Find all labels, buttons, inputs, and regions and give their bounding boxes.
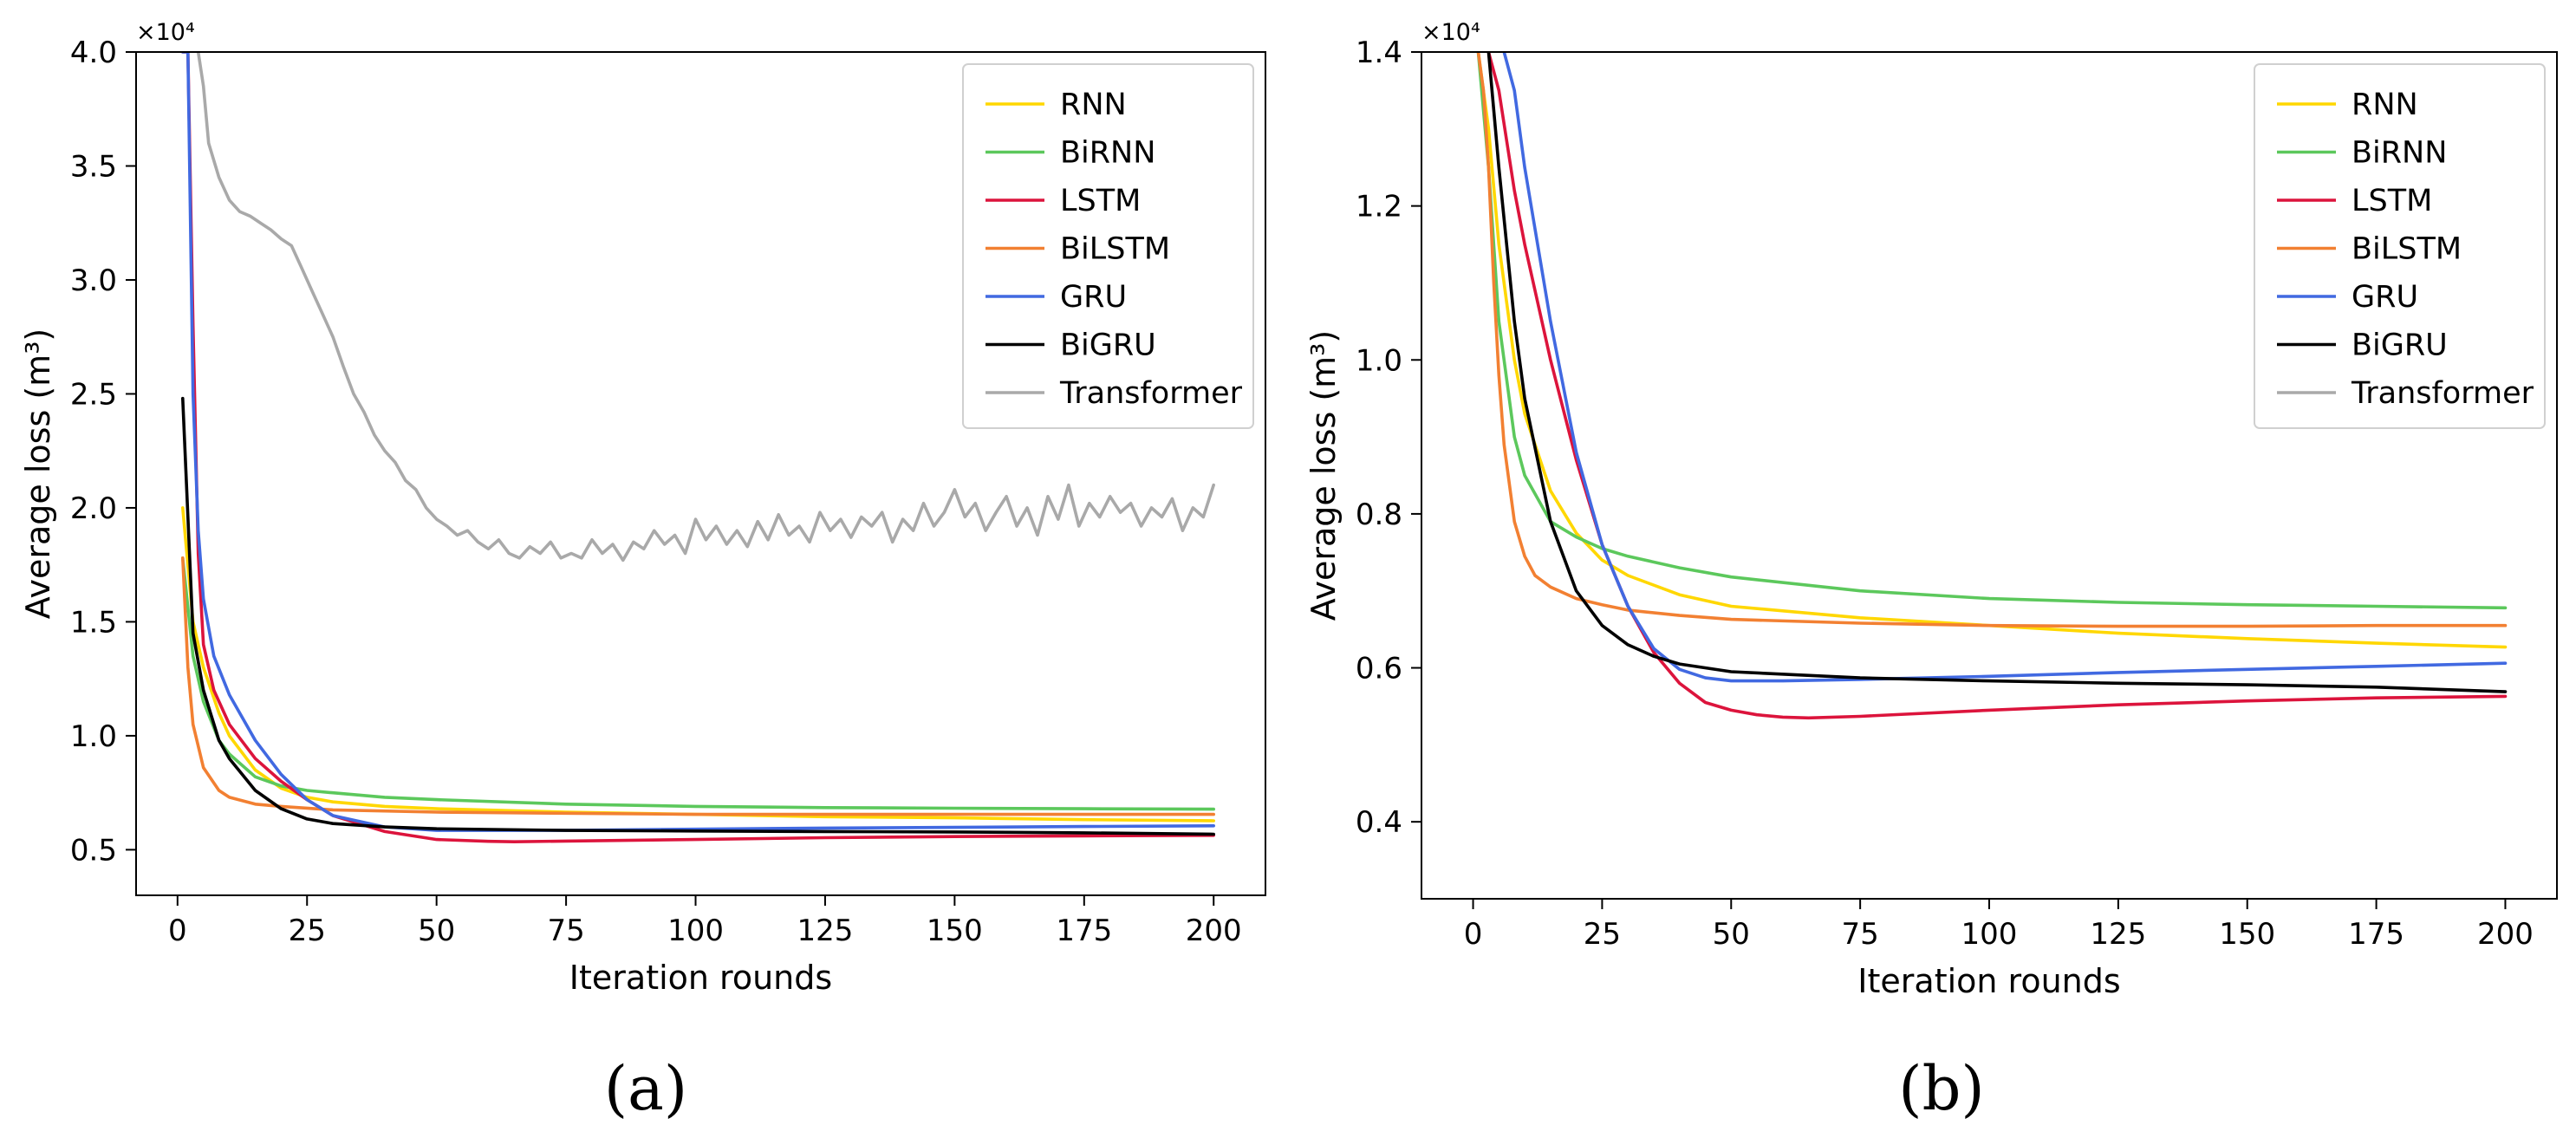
panel-a-series-bigru xyxy=(181,396,1215,836)
panel-b-y-tick-label: 1.0 xyxy=(1356,343,1402,378)
panel-b-label: (b) xyxy=(1898,1053,1984,1124)
panel-b-x-tick-label: 125 xyxy=(2090,917,2146,952)
panel-a-x-tick-label: 100 xyxy=(667,914,724,948)
panel-a-x-axis-label: Iteration rounds xyxy=(569,959,832,997)
panel-b-chart: 0 25 50 75 100 125 150 175 200 0.4 0.6 0.8 1.0 1.2 1.4… xyxy=(1304,19,2558,1124)
panel-a-x-tick-label: 75 xyxy=(547,914,584,948)
panel-a-y-multiplier: ×10⁴ xyxy=(136,19,195,46)
panel-a-y-tick-label: 1.5 xyxy=(70,605,117,640)
panel-a-legend-label-birnn: BiRNN xyxy=(1060,136,1155,171)
panel-b-y-tick-label: 0.4 xyxy=(1356,805,1402,840)
panel-b-y-tick-label: 1.2 xyxy=(1356,190,1402,224)
panel-a-y-tick-label: 2.0 xyxy=(70,491,117,526)
panel-a-x-tick-label: 25 xyxy=(289,914,326,948)
panel-a-legend-label-lstm: LSTM xyxy=(1060,184,1141,218)
panel-a-x-tick-label: 175 xyxy=(1056,914,1112,948)
panel-a-plot-frame xyxy=(135,51,1266,896)
panel-b-y-tick-label: 0.8 xyxy=(1356,497,1402,532)
panel-b-legend-label-transformer: Transformer xyxy=(2351,376,2534,411)
panel-b-legend: RNN BiRNN LSTM BiLSTM GRU BiGRU Transformer xyxy=(2254,63,2546,429)
panel-a-legend: RNN BiRNN LSTM BiLSTM GRU BiGRU Transformer xyxy=(962,63,1254,429)
panel-a-x-tick-label: 200 xyxy=(1186,914,1242,948)
panel-b-x-tick-label: 25 xyxy=(1584,917,1621,952)
panel-a-series-group xyxy=(181,52,1215,844)
panel-b-y-tick-label: 0.6 xyxy=(1356,652,1402,686)
panel-b-legend-label-gru: GRU xyxy=(2352,280,2418,315)
panel-a-y-tick-label: 3.5 xyxy=(70,149,117,184)
panel-b-x-tick-label: 200 xyxy=(2477,917,2534,952)
panel-b-series-bilstm xyxy=(1476,52,2508,628)
panel-a-x-tick-label: 50 xyxy=(418,914,455,948)
panel-a-y-tick-label: 4.0 xyxy=(70,36,117,70)
panel-b-series-gru xyxy=(1502,52,2508,683)
panel-b-y-multiplier: ×10⁴ xyxy=(1421,19,1480,46)
panel-a-label: (a) xyxy=(604,1053,687,1124)
panel-b-series-group xyxy=(1476,52,2508,720)
panel-b-x-tick-label: 0 xyxy=(1464,917,1483,952)
panel-a-legend-label-gru: GRU xyxy=(1060,280,1127,315)
panel-a-y-tick-label: 0.5 xyxy=(70,833,117,868)
panel-a-legend-label-transformer: Transformer xyxy=(1059,376,1243,411)
panel-a-y-tick-label: 3.0 xyxy=(70,263,117,298)
panel-a-series-gru xyxy=(181,52,1215,832)
panel-a-y-axis-label: Average loss (m³) xyxy=(19,328,57,620)
panel-b-x-axis-label: Iteration rounds xyxy=(1857,962,2120,1000)
panel-b-x-tick-label: 100 xyxy=(1961,917,2018,952)
panel-a-legend-label-bigru: BiGRU xyxy=(1060,328,1156,363)
panel-b-x-tick-label: 175 xyxy=(2348,917,2404,952)
panel-b-legend-label-lstm: LSTM xyxy=(2352,184,2432,218)
panel-b-legend-label-bigru: BiGRU xyxy=(2352,328,2448,363)
panel-b-legend-box xyxy=(2254,63,2546,429)
panel-a-series-transformer xyxy=(196,52,1215,562)
panel-b-series-birnn xyxy=(1476,52,2508,610)
panel-b-series-lstm xyxy=(1486,52,2508,720)
panel-a-y-tick-label: 2.5 xyxy=(70,377,117,412)
panel-b-series-bigru xyxy=(1486,52,2508,693)
panel-a-x-tick-label: 125 xyxy=(797,914,853,948)
panel-a-legend-label-rnn: RNN xyxy=(1060,88,1127,122)
panel-b-y-axis-label: Average loss (m³) xyxy=(1304,330,1343,621)
panel-a-x-tick-label: 0 xyxy=(168,914,187,948)
panel-b-x-tick-label: 50 xyxy=(1713,917,1750,952)
panel-a-legend-label-bilstm: BiLSTM xyxy=(1060,232,1170,267)
panel-a-y-tick-label: 1.0 xyxy=(70,719,117,754)
panel-b-legend-label-bilstm: BiLSTM xyxy=(2352,232,2462,267)
panel-a-chart: 0 25 50 75 100 125 150 175 200 0.5 1.0 1.5 2.0 2.5 3.0… xyxy=(19,19,1266,1124)
panel-b-x-tick-label: 150 xyxy=(2219,917,2275,952)
panel-a-legend-box xyxy=(962,63,1254,429)
panel-b-legend-label-birnn: BiRNN xyxy=(2352,136,2447,171)
panel-b-legend-label-rnn: RNN xyxy=(2352,88,2418,122)
panel-b-series-rnn xyxy=(1476,52,2508,649)
panel-a-series-rnn xyxy=(181,506,1215,823)
panel-b-y-tick-label: 1.4 xyxy=(1356,36,1402,70)
panel-a-x-tick-label: 150 xyxy=(927,914,983,948)
panel-a-series-birnn xyxy=(181,556,1215,811)
panel-b-x-tick-label: 75 xyxy=(1842,917,1879,952)
panel-a-series-bilstm xyxy=(181,556,1215,816)
